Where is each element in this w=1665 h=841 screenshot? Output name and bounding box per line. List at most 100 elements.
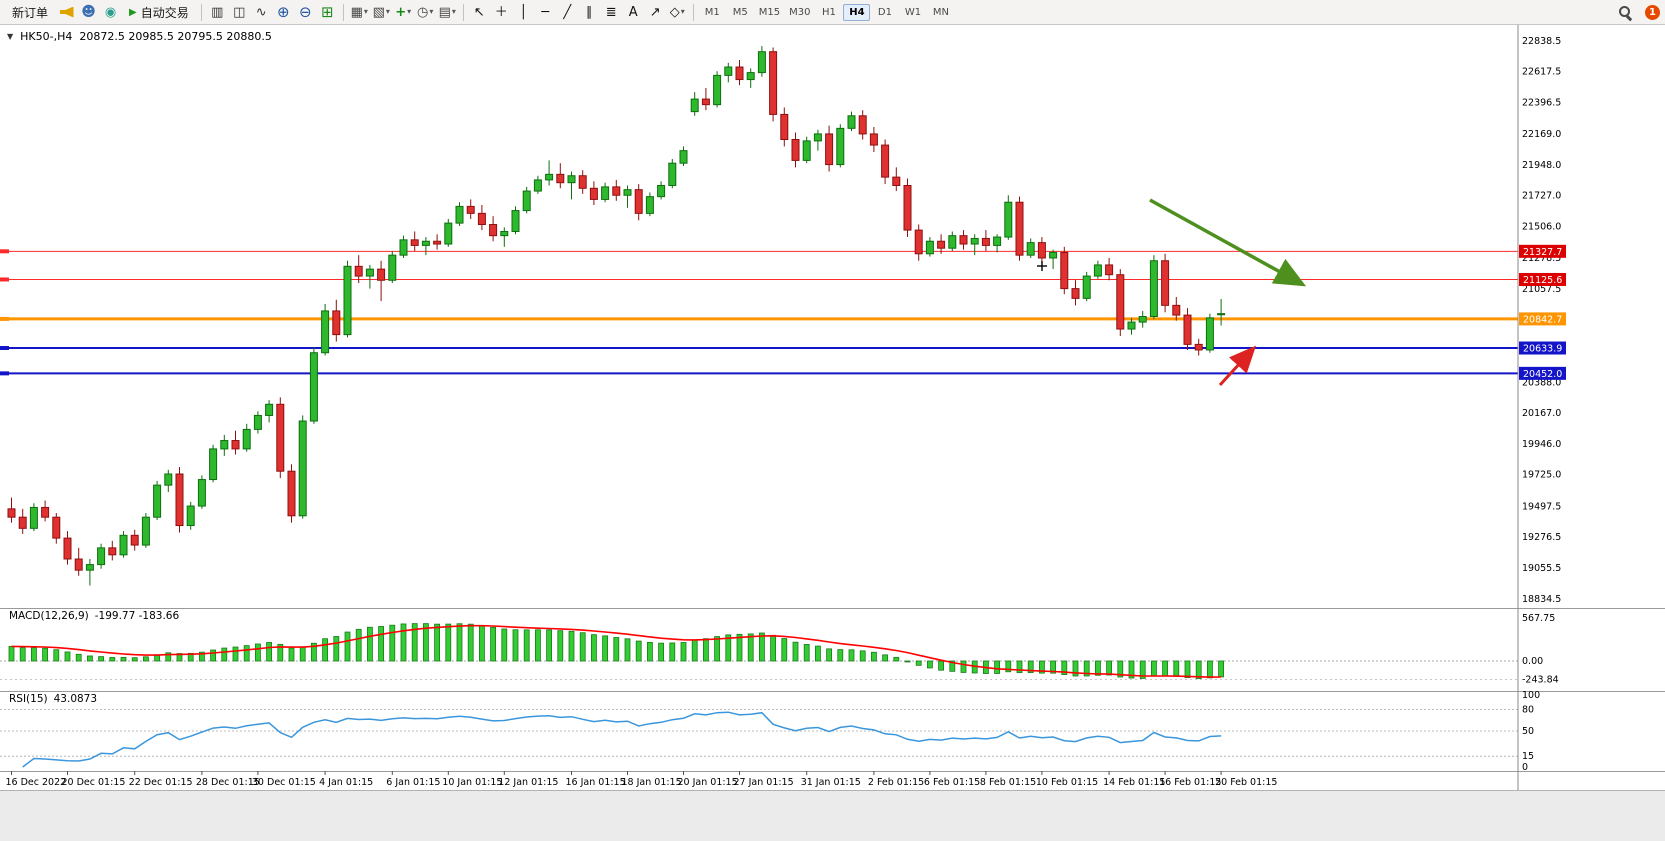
candle xyxy=(265,403,274,416)
vertical-line-tool-icon[interactable]: │ xyxy=(519,4,528,20)
time-axis-label: 4 Jan 01:15 xyxy=(319,777,373,788)
candle xyxy=(724,66,733,76)
candlestick-chart-type-icon[interactable]: ◫ xyxy=(233,4,246,20)
add-indicator-icon[interactable]: + ▾ xyxy=(395,4,412,20)
candle xyxy=(500,230,509,237)
crosshair-tool-icon[interactable]: ＋ xyxy=(494,4,508,20)
text-tool-icon[interactable]: A xyxy=(628,4,638,20)
svg-text:20633.9: 20633.9 xyxy=(1523,344,1562,355)
rsi-line xyxy=(22,711,1222,768)
tile-windows-icon[interactable]: ⊞ xyxy=(320,2,334,21)
timeframe-m1-button[interactable]: M1 xyxy=(704,6,720,18)
candle xyxy=(377,268,386,281)
macd-histogram-bar xyxy=(837,649,844,662)
macd-histogram-bar xyxy=(781,638,788,662)
price-chart[interactable]: 22838.5 22617.5 22396.5 22169.0 21948.0 21727… xyxy=(0,25,1665,608)
candle xyxy=(388,254,397,281)
cursor-tool-icon[interactable]: ↖ xyxy=(473,4,485,20)
macd-panel[interactable]: 567.75 0.00 -243.84 xyxy=(0,608,1665,691)
chart-template-icon[interactable]: ▤ ▾ xyxy=(438,4,456,20)
timeframe-m30-button[interactable]: M30 xyxy=(789,6,811,18)
time-axis-label: 22 Dec 01:15 xyxy=(129,777,193,788)
candle xyxy=(85,564,94,571)
rsi-panel[interactable]: 100 80 50 150 xyxy=(0,691,1665,771)
candle xyxy=(74,558,83,571)
macd-histogram-bar xyxy=(680,642,687,662)
macd-histogram-bar xyxy=(165,652,172,662)
time-axis-label: 30 Dec 01:15 xyxy=(252,777,316,788)
macd-histogram-bar xyxy=(8,645,15,662)
macd-histogram-bar xyxy=(1218,660,1224,678)
timeframe-h4-button[interactable]: H4 xyxy=(843,3,871,21)
horizontal-line-tool-icon[interactable]: ─ xyxy=(541,4,550,20)
timeframe-h1-button[interactable]: H1 xyxy=(822,6,836,18)
rsi-axis-label: 100 xyxy=(1522,691,1540,701)
profiles-icon[interactable]: ▧ ▾ xyxy=(372,4,390,20)
timeframe-w1-button[interactable]: W1 xyxy=(904,6,922,18)
candle xyxy=(589,187,598,200)
macd-histogram-bar xyxy=(613,637,620,662)
new-chart-icon[interactable]: ▦ ▾ xyxy=(350,4,368,20)
timeframe-m15-button[interactable]: M15 xyxy=(758,6,781,18)
time-axis-label: 27 Jan 01:15 xyxy=(734,777,794,788)
fibonacci-tool-icon[interactable]: ≣ xyxy=(605,4,617,20)
svg-text:20452.0: 20452.0 xyxy=(1523,369,1562,380)
candle xyxy=(220,440,229,450)
macd-histogram-bar xyxy=(512,629,519,662)
candle xyxy=(780,113,789,140)
candle xyxy=(130,534,139,546)
macd-histogram-bar xyxy=(1005,660,1012,673)
timeframe-d1-button[interactable]: D1 xyxy=(877,6,892,18)
timeframe-mn-button[interactable]: MN xyxy=(932,6,949,18)
macd-histogram-bar xyxy=(1050,660,1056,674)
chevron-down-icon: ▾ xyxy=(363,7,368,16)
price-axis-label: 21506.0 xyxy=(1522,221,1561,232)
trendline-tool-icon[interactable]: ╱ xyxy=(563,4,572,20)
arrows-tool-icon[interactable]: ↗ xyxy=(649,4,661,20)
notification-badge[interactable]: 1 xyxy=(1645,4,1660,20)
candle xyxy=(253,414,262,430)
zoom-in-icon[interactable]: ⊕ xyxy=(276,2,290,21)
period-clock-icon[interactable]: ◷ ▾ xyxy=(417,4,434,20)
price-badge xyxy=(1519,272,1566,286)
macd-histogram-bar xyxy=(938,660,944,671)
market-icon[interactable]: ◉ xyxy=(104,4,117,20)
new-order-button[interactable]: 新订单 xyxy=(5,1,55,24)
macd-histogram-bar xyxy=(445,623,452,662)
line-chart-type-icon[interactable]: ∿ xyxy=(255,4,267,20)
chevron-down-icon: ▾ xyxy=(385,7,390,16)
candle xyxy=(802,140,811,161)
community-icon[interactable]: ☻ xyxy=(81,4,96,20)
candle xyxy=(332,310,341,336)
macd-signal-line xyxy=(11,624,1222,678)
candle xyxy=(209,448,218,481)
search-button[interactable] xyxy=(1615,2,1636,23)
macd-histogram-bar xyxy=(871,651,877,662)
new-order-button-label: 新订单 xyxy=(12,5,49,20)
macd-histogram-bar xyxy=(1016,660,1023,674)
alerts-horn-icon[interactable] xyxy=(56,2,77,23)
macd-histogram-bar xyxy=(400,623,407,662)
zoom-out-icon[interactable]: ⊖ xyxy=(298,2,312,21)
rsi-indicator-value: 43.0873 xyxy=(53,693,98,705)
shapes-tool-icon[interactable]: ◇ ▾ xyxy=(669,4,685,20)
rsi-panel-header: RSI(15) 43.0873 xyxy=(9,693,97,705)
collapse-icon[interactable]: ▼ xyxy=(7,32,14,41)
macd-histogram-bar xyxy=(725,634,732,662)
macd-histogram-bar xyxy=(960,660,967,673)
candle xyxy=(421,240,430,246)
macd-histogram-bar xyxy=(422,623,429,662)
channel-tool-icon[interactable]: ∥ xyxy=(585,4,593,20)
auto-trading-button[interactable]: ▶ 自动交易 xyxy=(122,1,196,24)
candle xyxy=(466,205,475,214)
macd-histogram-bar xyxy=(1151,660,1157,677)
bar-chart-type-icon[interactable]: ▥ xyxy=(211,4,224,20)
candle xyxy=(1161,260,1170,306)
bottom-panel-area xyxy=(0,790,1665,841)
toolbar-separator xyxy=(692,3,694,21)
price-badge xyxy=(1519,341,1566,355)
macd-histogram-bar xyxy=(456,623,463,662)
timeframe-m5-button[interactable]: M5 xyxy=(732,6,748,18)
auto-trading-button-label: 自动交易 xyxy=(140,5,189,20)
